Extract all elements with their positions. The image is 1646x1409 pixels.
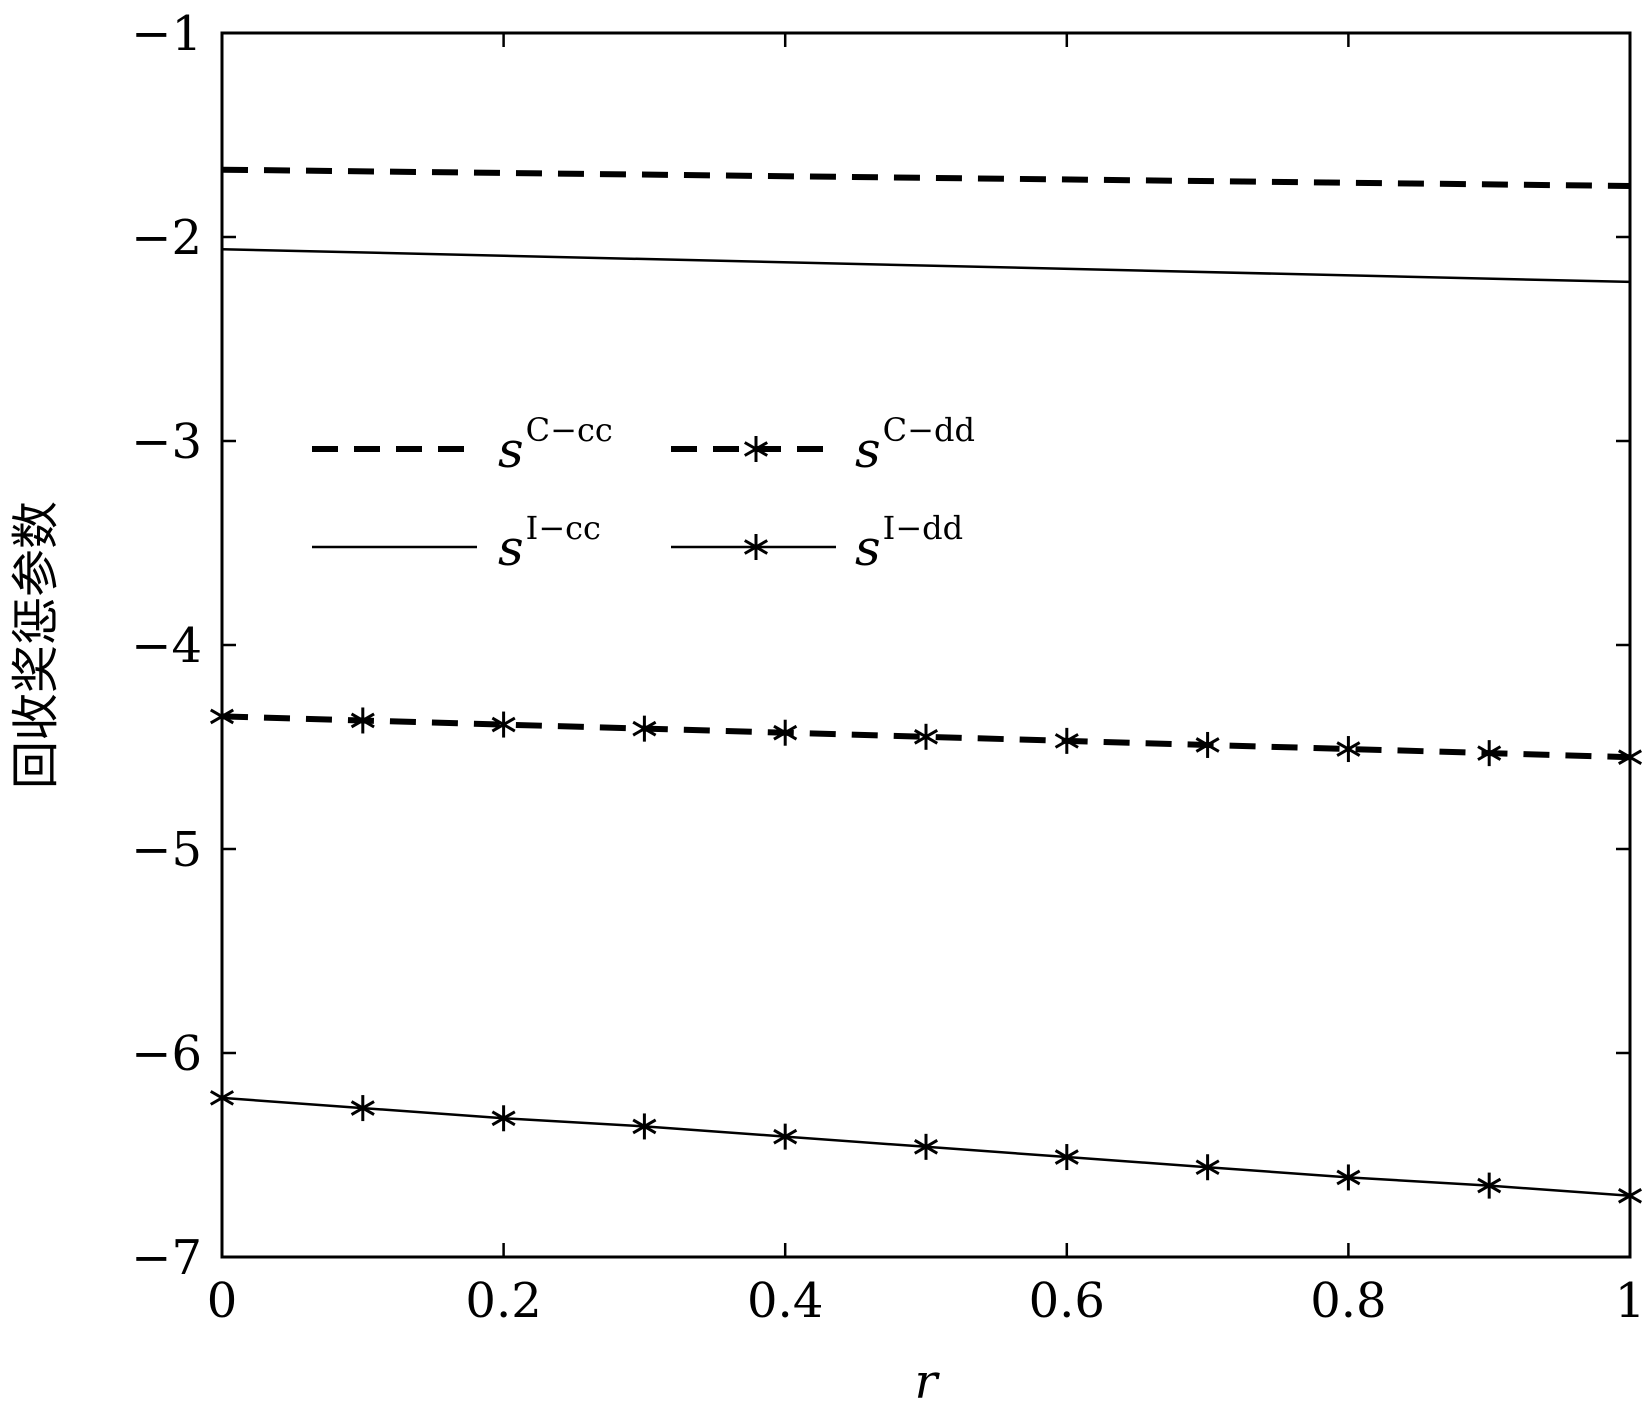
legend-entry-I−dd: sI−dd [671,509,963,577]
data-point [1054,727,1079,754]
series-line [221,247,1631,284]
series-line [221,713,1631,761]
y-tick-label: −6 [131,1026,202,1082]
data-point [491,1105,516,1132]
y-tick-label: −2 [131,210,202,266]
series-C−cc [221,166,1631,189]
data-point [491,711,516,738]
data-point [209,703,235,730]
legend-label: sI−dd [855,509,963,577]
series-line [221,166,1631,189]
plot-frame [220,31,1632,1259]
y-tick-label: −7 [131,1230,202,1286]
x-tick-label: 0 [207,1273,238,1329]
y-tick-label: −5 [131,822,202,878]
legend-label: sC−cc [498,411,613,479]
series-I−cc [221,247,1631,284]
x-tick-label: 0.4 [747,1273,823,1329]
data-point [1477,1172,1502,1199]
series-I−dd [209,1084,1643,1209]
data-point [1477,740,1502,767]
series-layer [209,166,1643,1209]
legend-marker [743,534,769,560]
x-tick-label: 0.6 [1029,1273,1105,1329]
data-point [1195,731,1220,758]
data-point [209,1084,235,1111]
data-point [1617,1182,1643,1209]
y-tick-label: −4 [131,618,202,674]
legend-entry-C−cc: sC−cc [312,411,613,479]
data-point [1195,1154,1220,1181]
data-point [1336,1164,1361,1191]
axis-ticks: 0 0.2 0.4 0.6 0.8 1 −1 −2 −3 −4 −5 −6 −7 [131,6,1645,1329]
data-point [913,1133,939,1160]
series-C−dd [209,703,1643,771]
data-point [350,1095,375,1122]
data-point [913,723,939,750]
y-tick-label: −3 [131,414,202,470]
legend-entry-C−dd: sC−dd [671,411,975,479]
data-point [773,1123,798,1150]
x-axis-label: r [915,1354,941,1409]
data-point [773,719,798,746]
data-point [632,715,657,742]
data-point [350,707,375,734]
data-point [1617,744,1643,771]
data-point [1336,736,1361,763]
legend-label: sI−cc [498,509,601,577]
legend-marker [743,436,769,462]
legend-label: sC−dd [855,411,975,479]
x-tick-label: 1 [1615,1273,1646,1329]
data-point [632,1113,657,1140]
legend: sC−cc sC−dd sI−cc sI−dd [312,411,975,577]
x-tick-label: 0.2 [465,1273,541,1329]
x-tick-label: 0.8 [1310,1273,1386,1329]
y-tick-label: −1 [131,6,202,62]
data-point [1054,1144,1079,1171]
y-axis-label: 回收奖惩参数 [8,501,64,789]
legend-entry-I−cc: sI−cc [312,509,601,577]
